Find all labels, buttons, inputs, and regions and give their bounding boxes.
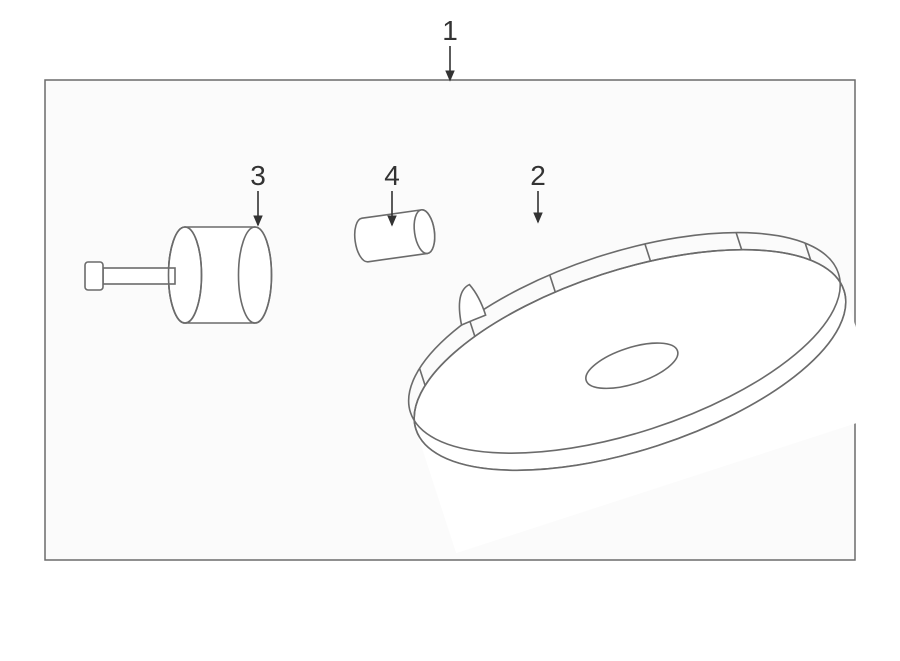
callout-label-3: 3 [250,160,266,191]
parts-diagram: 1 3 4 2 [0,0,900,661]
callout-label-1: 1 [442,15,458,46]
callout-label-4: 4 [384,160,400,191]
callout-label-2: 2 [530,160,546,191]
